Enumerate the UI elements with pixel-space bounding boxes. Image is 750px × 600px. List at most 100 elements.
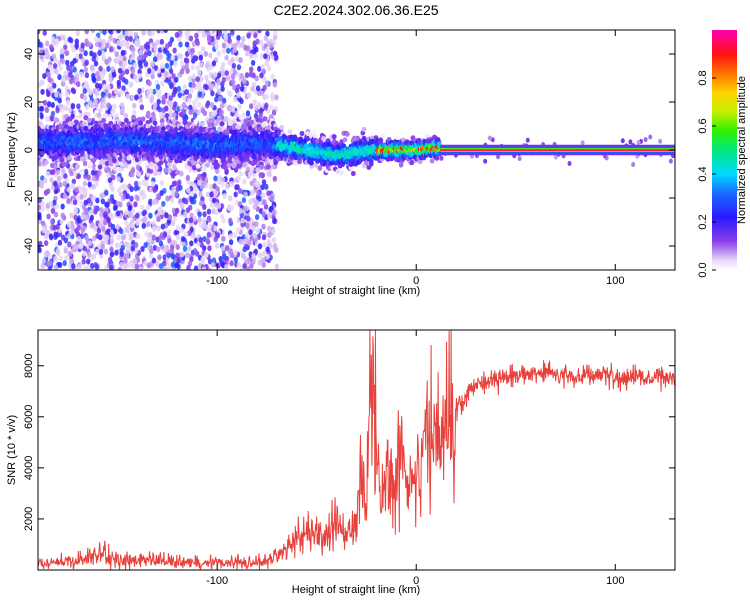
heatmap-cell bbox=[188, 195, 194, 202]
heatmap-cell bbox=[188, 166, 193, 173]
heatmap-cell bbox=[125, 93, 130, 100]
heatmap-cell bbox=[55, 169, 60, 176]
heatmap-cell bbox=[212, 71, 218, 78]
heatmap-cell bbox=[223, 115, 229, 122]
heatmap-cell bbox=[274, 94, 279, 101]
heatmap-cell bbox=[46, 188, 51, 195]
heatmap-cell bbox=[83, 115, 89, 121]
heatmap-cell bbox=[52, 199, 57, 206]
heatmap-cell bbox=[264, 102, 269, 109]
heatmap-cell bbox=[271, 109, 277, 116]
heatmap-cell bbox=[200, 107, 206, 114]
heatmap-cell bbox=[273, 30, 278, 37]
heatmap-cell bbox=[119, 261, 124, 268]
heatmap-cell bbox=[100, 91, 106, 98]
heatmap-cell bbox=[211, 30, 216, 34]
heatmap-cell bbox=[90, 169, 96, 176]
heatmap-cell bbox=[138, 266, 143, 270]
heatmap-cell bbox=[232, 96, 238, 103]
heatmap-cell bbox=[245, 110, 251, 117]
heatmap-cell bbox=[159, 38, 165, 45]
heatmap-cell bbox=[98, 248, 104, 255]
heatmap-cell bbox=[169, 247, 174, 254]
heatmap-cell bbox=[118, 167, 123, 173]
heatmap-cell bbox=[107, 116, 113, 122]
heatmap-cell bbox=[133, 180, 139, 187]
heatmap-cell bbox=[96, 75, 101, 82]
heatmap-cell bbox=[240, 217, 245, 224]
heatmap-cell bbox=[116, 30, 121, 34]
heatmap-cell bbox=[107, 92, 112, 99]
heatmap-cell bbox=[198, 221, 203, 228]
heatmap-cell bbox=[223, 32, 228, 39]
heatmap-cell bbox=[189, 87, 194, 94]
heatmap-cell bbox=[69, 212, 74, 219]
heatmap-cell bbox=[126, 244, 131, 251]
heatmap-cell bbox=[269, 42, 274, 49]
heatmap-cell bbox=[244, 72, 250, 79]
heatmap-cell bbox=[116, 187, 122, 194]
heatmap-cell bbox=[181, 108, 187, 114]
heatmap-cell bbox=[48, 200, 54, 207]
heatmap-cell bbox=[38, 197, 43, 204]
heatmap-cell bbox=[525, 137, 530, 143]
heatmap-cell bbox=[193, 155, 199, 162]
heatmap-cell bbox=[80, 42, 85, 49]
heatmap-cell bbox=[177, 52, 182, 59]
heatmap-cell bbox=[120, 107, 125, 114]
heatmap-cell bbox=[151, 225, 157, 232]
heatmap-cell bbox=[220, 181, 225, 188]
heatmap-cell bbox=[80, 227, 85, 234]
heatmap-cell bbox=[146, 221, 151, 228]
heatmap-cell bbox=[202, 211, 207, 218]
heatmap-cell bbox=[161, 200, 166, 207]
heatmap-cell bbox=[56, 175, 62, 182]
heatmap-cell bbox=[229, 129, 234, 135]
heatmap-cell bbox=[74, 72, 80, 79]
heatmap-cell bbox=[238, 207, 244, 214]
heatmap-cell bbox=[129, 195, 134, 202]
heatmap-cell bbox=[174, 31, 180, 38]
heatmap-cell bbox=[123, 262, 129, 269]
heatmap-cell bbox=[553, 154, 558, 160]
heatmap-cell bbox=[156, 225, 161, 232]
heatmap-cell bbox=[179, 202, 185, 209]
heatmap-cell bbox=[567, 161, 572, 167]
heatmap-cell bbox=[236, 83, 241, 90]
heatmap-cell bbox=[272, 218, 277, 225]
heatmap-cell bbox=[122, 55, 127, 62]
heatmap-cell bbox=[86, 174, 91, 181]
heatmap-cell bbox=[195, 163, 201, 169]
heatmap-cell bbox=[127, 164, 133, 170]
heatmap-cell bbox=[189, 212, 194, 219]
heatmap-cell bbox=[192, 99, 197, 106]
heatmap-cell bbox=[193, 119, 199, 125]
heatmap-cell bbox=[98, 83, 103, 90]
heatmap-cell bbox=[51, 39, 56, 46]
heatmap-cell bbox=[216, 203, 222, 210]
heatmap-cell bbox=[305, 136, 311, 142]
heatmap-cell bbox=[261, 192, 266, 199]
heatmap-cell bbox=[232, 117, 237, 124]
heatmap-cell bbox=[57, 261, 63, 268]
heatmap-cell bbox=[228, 217, 233, 224]
heatmap-cell bbox=[143, 242, 148, 249]
heatmap-cell bbox=[109, 246, 114, 253]
heatmap-cell bbox=[171, 72, 176, 79]
heatmap-cell bbox=[82, 121, 87, 127]
heatmap-cell bbox=[201, 175, 206, 182]
heatmap-cell bbox=[159, 112, 164, 119]
heatmap-cell bbox=[65, 59, 70, 66]
heatmap-cell bbox=[251, 72, 256, 79]
heatmap-cell bbox=[82, 245, 87, 252]
heatmap-cell bbox=[149, 61, 155, 68]
heatmap-cell bbox=[580, 140, 585, 146]
heatmap-cell bbox=[131, 114, 136, 120]
heatmap-cell bbox=[91, 235, 97, 242]
figure-title: C2E2.2024.302.06.36.E25 bbox=[273, 2, 438, 18]
heatmap-cell bbox=[74, 53, 80, 60]
heatmap-cell bbox=[153, 164, 159, 171]
heatmap-cell bbox=[63, 39, 69, 46]
heatmap-cell bbox=[79, 193, 84, 200]
heatmap-cell bbox=[192, 248, 198, 255]
